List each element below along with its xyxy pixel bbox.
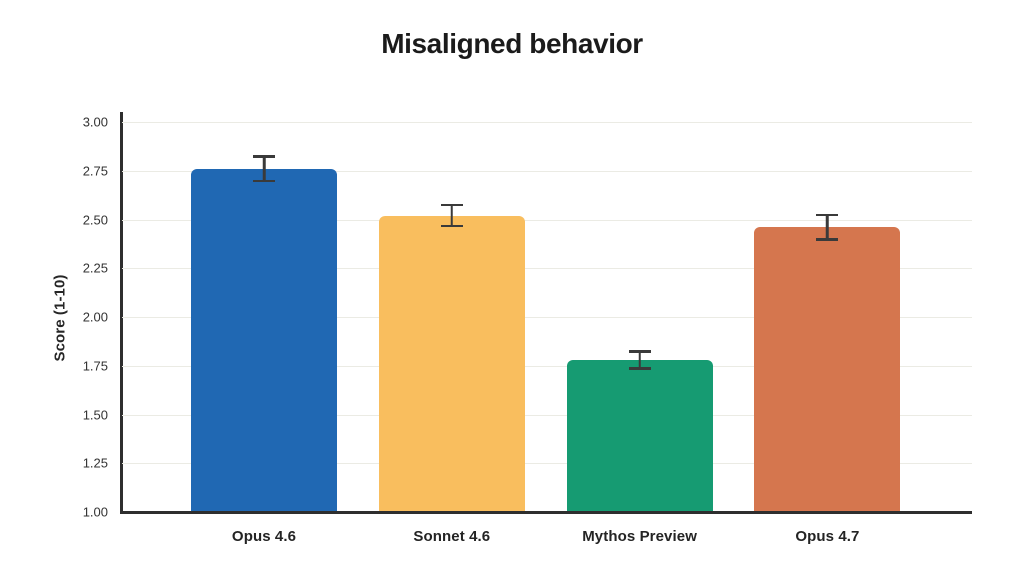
error-bar-line — [450, 203, 454, 228]
y-tick-label-2.75: 2.75 — [82, 163, 108, 179]
bar-opus-4-7 — [754, 227, 901, 512]
y-tick-label-3.00: 3.00 — [82, 114, 108, 130]
error-bar-cap-top — [628, 350, 651, 353]
gridline-3.00 — [122, 122, 972, 123]
gridline-2.25 — [122, 268, 972, 270]
error-bar-cap-bottom — [253, 179, 275, 183]
plot-area: 1.00 1.25 1.50 1.75 2.00 2.25 2.50 2.75 3.00 Opus… — [83, 115, 972, 545]
error-bar-sonnet-4-6 — [440, 203, 463, 228]
x-tick-label-mythos-preview: Mythos Preview — [582, 528, 697, 545]
error-bar-mythos-preview — [628, 350, 651, 370]
error-bar-cap-bottom — [440, 224, 463, 228]
x-axis-line — [120, 511, 972, 514]
error-bar-cap-bottom — [816, 238, 839, 241]
bar-sonnet-4-6 — [378, 215, 525, 512]
bar-opus-4-6 — [191, 168, 337, 512]
y-tick-label-1.75: 1.75 — [82, 358, 108, 374]
gridline-2.50 — [122, 219, 972, 221]
error-bar-cap-top — [816, 213, 839, 217]
error-bar-cap-top — [440, 203, 463, 207]
y-tick-label-2.50: 2.50 — [82, 212, 108, 227]
chart-title: Misaligned behavior — [381, 28, 643, 59]
error-bar-cap-top — [253, 155, 275, 158]
gridline-2.00 — [122, 317, 972, 318]
error-bar-opus-4-6 — [253, 155, 275, 183]
error-bar-line — [638, 350, 641, 370]
error-bar-cap-bottom — [628, 367, 651, 370]
x-tick-label-opus-4-6: Opus 4.6 — [231, 528, 297, 545]
y-tick-label-2.00: 2.00 — [82, 309, 108, 325]
error-bar-line — [262, 155, 266, 183]
x-tick-label-opus-4-7: Opus 4.7 — [795, 528, 860, 545]
error-bar-line — [826, 213, 829, 241]
y-tick-label-1.50: 1.50 — [82, 407, 108, 422]
x-tick-label-sonnet-4-6: Sonnet 4.6 — [413, 528, 491, 545]
gridline-1.50 — [122, 414, 972, 416]
gridline-1.75 — [122, 365, 972, 367]
y-tick-label-2.25: 2.25 — [82, 260, 108, 276]
y-tick-label-1.25: 1.25 — [82, 455, 108, 471]
error-bar-opus-4-7 — [816, 213, 839, 241]
bar-mythos-preview — [566, 359, 713, 512]
gridline-1.25 — [122, 463, 972, 465]
y-axis-title: Score (1-10) — [51, 274, 69, 362]
y-tick-label-1.00: 1.00 — [82, 504, 108, 520]
gridline-2.75 — [122, 170, 972, 172]
y-axis-line — [120, 112, 123, 514]
